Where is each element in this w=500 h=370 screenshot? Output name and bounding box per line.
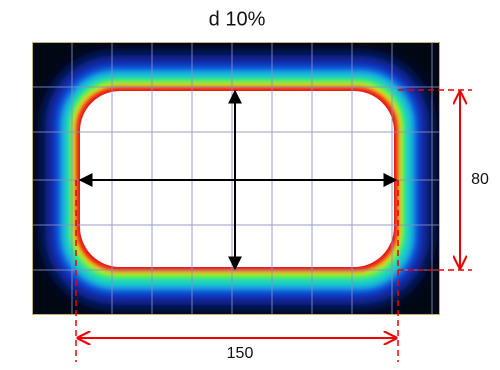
title: d 10% (209, 8, 266, 30)
diagram: d 10% 80 150 (0, 0, 500, 370)
page: d 10% 80 150 (() => { const data = JSON.… (0, 0, 500, 370)
height-label: 80 (471, 171, 489, 188)
width-label: 150 (227, 345, 254, 362)
